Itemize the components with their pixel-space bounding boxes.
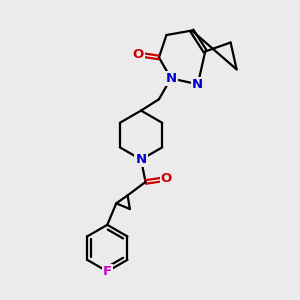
Text: N: N	[165, 72, 176, 85]
Text: O: O	[161, 172, 172, 185]
Text: O: O	[132, 48, 144, 61]
Text: N: N	[136, 153, 147, 166]
Text: N: N	[192, 78, 203, 91]
Text: F: F	[103, 265, 112, 278]
